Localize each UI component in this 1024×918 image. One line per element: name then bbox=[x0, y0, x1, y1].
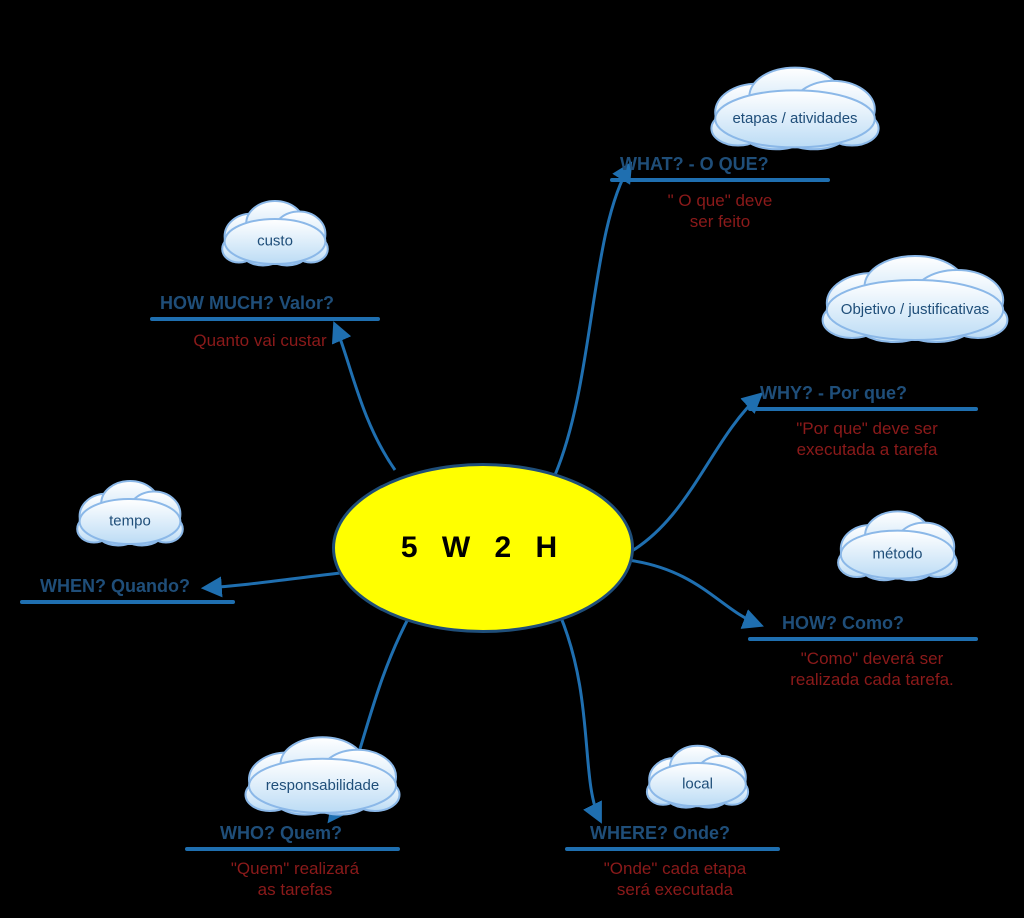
cloud-icon: método bbox=[830, 505, 965, 585]
underline-when bbox=[20, 600, 235, 604]
cloud-what: etapas / atividades bbox=[700, 60, 890, 155]
title-how: HOW? Como? bbox=[782, 613, 904, 634]
underline-where bbox=[565, 847, 780, 851]
underline-what bbox=[610, 178, 830, 182]
desc-line: "Por que" deve ser bbox=[752, 418, 982, 439]
desc-line: Quanto vai custar bbox=[160, 330, 360, 351]
underline-howmuch bbox=[150, 317, 380, 321]
title-who: WHO? Quem? bbox=[220, 823, 342, 844]
underline-who bbox=[185, 847, 400, 851]
cloud-icon: Objetivo / justificativas bbox=[810, 248, 1020, 348]
cloud-label: custo bbox=[257, 232, 293, 249]
diagram-canvas: 5 W 2 H etapas / atividades WHAT? - O QUE… bbox=[0, 0, 1024, 918]
center-label: 5 W 2 H bbox=[401, 531, 565, 565]
connector bbox=[205, 573, 340, 588]
title-where: WHERE? Onde? bbox=[590, 823, 730, 844]
desc-line: será executada bbox=[565, 879, 785, 900]
cloud-icon: responsabilidade bbox=[235, 730, 410, 820]
desc-why: "Por que" deve serexecutada a tarefa bbox=[752, 418, 982, 461]
desc-who: "Quem" realizaráas tarefas bbox=[195, 858, 395, 901]
cloud-label: método bbox=[872, 546, 922, 563]
cloud-label: tempo bbox=[109, 512, 151, 529]
cloud-how: método bbox=[830, 505, 965, 585]
connector bbox=[625, 395, 760, 555]
desc-howmuch: Quanto vai custar bbox=[160, 330, 360, 351]
desc-line: realizada cada tarefa. bbox=[752, 669, 992, 690]
desc-line: ser feito bbox=[620, 211, 820, 232]
desc-line: "Como" deverá ser bbox=[752, 648, 992, 669]
cloud-label: responsabilidade bbox=[266, 777, 379, 794]
center-node: 5 W 2 H bbox=[332, 463, 634, 633]
underline-how bbox=[748, 637, 978, 641]
cloud-icon: tempo bbox=[70, 475, 190, 550]
cloud-icon: etapas / atividades bbox=[700, 60, 890, 155]
desc-line: as tarefas bbox=[195, 879, 395, 900]
title-why: WHY? - Por que? bbox=[760, 383, 907, 404]
cloud-howmuch: custo bbox=[215, 195, 335, 270]
cloud-icon: custo bbox=[215, 195, 335, 270]
desc-line: "Quem" realizará bbox=[195, 858, 395, 879]
cloud-label: etapas / atividades bbox=[732, 110, 857, 127]
cloud-where: local bbox=[640, 740, 755, 812]
desc-where: "Onde" cada etapaserá executada bbox=[565, 858, 785, 901]
desc-line: "Onde" cada etapa bbox=[565, 858, 785, 879]
desc-line: executada a tarefa bbox=[752, 439, 982, 460]
desc-line: " O que" deve bbox=[620, 190, 820, 211]
title-when: WHEN? Quando? bbox=[40, 576, 190, 597]
desc-how: "Como" deverá serrealizada cada tarefa. bbox=[752, 648, 992, 691]
cloud-label: local bbox=[682, 776, 713, 793]
desc-what: " O que" deveser feito bbox=[620, 190, 820, 233]
cloud-why: Objetivo / justificativas bbox=[810, 248, 1020, 348]
connector bbox=[555, 165, 630, 475]
title-what: WHAT? - O QUE? bbox=[620, 154, 769, 175]
connector bbox=[628, 560, 760, 625]
cloud-who: responsabilidade bbox=[235, 730, 410, 820]
cloud-when: tempo bbox=[70, 475, 190, 550]
underline-why bbox=[748, 407, 978, 411]
cloud-label: Objetivo / justificativas bbox=[841, 301, 989, 318]
title-howmuch: HOW MUCH? Valor? bbox=[160, 293, 334, 314]
connector bbox=[560, 615, 600, 820]
cloud-icon: local bbox=[640, 740, 755, 812]
